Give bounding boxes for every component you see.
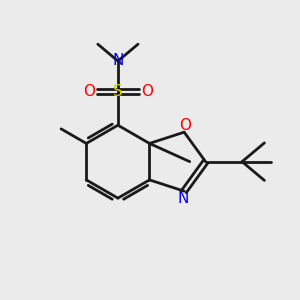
Text: O: O [180,118,192,133]
Text: O: O [83,84,95,99]
Text: N: N [177,191,188,206]
Text: O: O [141,84,153,99]
Text: S: S [113,84,123,99]
Text: N: N [112,53,124,68]
